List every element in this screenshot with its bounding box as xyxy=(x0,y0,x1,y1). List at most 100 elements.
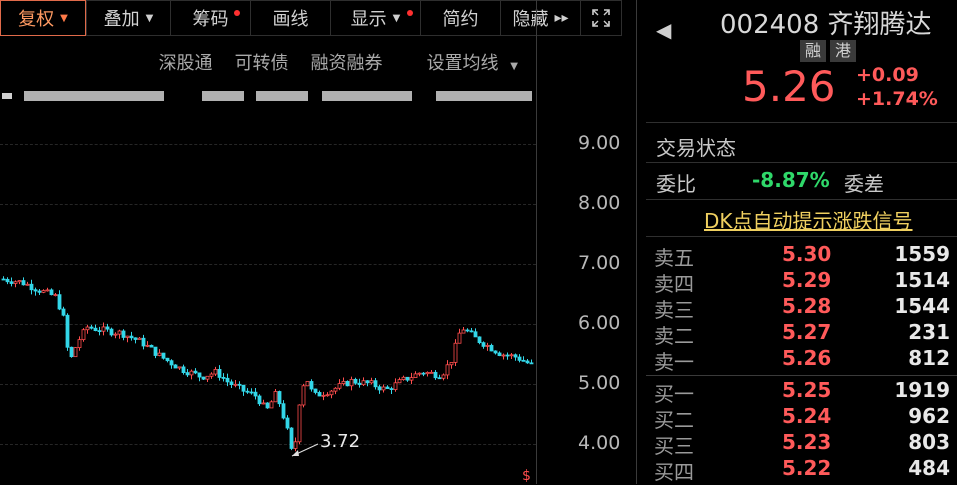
bid-level: 买一 xyxy=(654,382,694,406)
candle-body xyxy=(261,402,266,405)
candle-body xyxy=(157,352,162,356)
candle-body xyxy=(225,377,230,383)
bid-volume: 803 xyxy=(908,430,950,454)
candle-body xyxy=(437,377,442,380)
price-change-pct: +1.74% xyxy=(856,88,938,110)
ask-volume: 1559 xyxy=(894,242,950,266)
gridline xyxy=(0,444,536,445)
candle-body xyxy=(25,283,30,286)
ask-volume: 812 xyxy=(908,346,950,370)
bid-row: 买二 5.24 962 xyxy=(654,404,950,432)
candle-body xyxy=(201,376,206,380)
panel-divider xyxy=(636,0,637,484)
candle-body xyxy=(21,280,26,286)
huaxian-button[interactable]: 画线 xyxy=(250,0,330,36)
expand-icon xyxy=(592,9,610,27)
ask-row: 卖三 5.28 1544 xyxy=(654,294,950,322)
candle-body xyxy=(65,314,70,348)
last-price: 5.26 xyxy=(742,62,836,111)
candle-body xyxy=(445,364,450,376)
xianshi-button[interactable]: 显示 ▼ xyxy=(330,0,420,36)
candle-body xyxy=(125,335,130,338)
candle-body xyxy=(113,333,118,336)
candle-body xyxy=(281,403,286,419)
candle-body xyxy=(325,394,330,397)
candle-body xyxy=(189,370,194,376)
candle-body xyxy=(93,327,98,332)
yincang-button[interactable]: 隐藏 ▸▸ xyxy=(500,0,580,36)
chevron-down-icon: ▼ xyxy=(145,12,154,24)
ask-price: 5.27 xyxy=(782,320,832,344)
candle-body xyxy=(425,372,430,375)
ask-price: 5.29 xyxy=(782,268,832,292)
candle-body xyxy=(209,373,214,377)
candle-body xyxy=(421,372,426,375)
shengutong-link[interactable]: 深股通 xyxy=(158,53,213,74)
candle-body xyxy=(481,342,486,347)
candle-body xyxy=(29,283,34,291)
price-change: +0.09 xyxy=(856,64,919,86)
candle-body xyxy=(313,388,318,393)
candle-body xyxy=(409,377,414,381)
chouma-label: 筹码 xyxy=(192,9,229,30)
candle-body xyxy=(141,337,146,347)
candle-body xyxy=(101,326,106,332)
candle-body xyxy=(53,294,58,297)
ask-volume: 231 xyxy=(908,320,950,344)
candle-body xyxy=(221,377,226,379)
signal-marker-icon: $ xyxy=(522,468,531,484)
candle-body xyxy=(429,371,434,374)
candle-body xyxy=(177,366,182,369)
candle-body xyxy=(369,380,374,384)
fuquan-button[interactable]: 复权 ▼ xyxy=(0,0,86,36)
candle-body xyxy=(129,335,134,339)
diejia-label: 叠加 xyxy=(103,9,140,30)
junxian-label: 设置均线 xyxy=(426,53,499,74)
candle-body xyxy=(305,381,310,387)
candle-body xyxy=(417,372,422,375)
candle-body xyxy=(373,380,378,388)
candle-body xyxy=(361,380,366,386)
candle-body xyxy=(57,294,62,310)
candle-body xyxy=(321,394,326,397)
low-price-label: 3.72 xyxy=(320,431,360,452)
candle-body xyxy=(253,391,258,397)
candle-body xyxy=(525,360,530,364)
kezhuanzhai-link[interactable]: 可转债 xyxy=(234,53,289,74)
candle-body xyxy=(145,344,150,347)
candle-body xyxy=(477,336,482,344)
candle-body xyxy=(337,383,342,389)
candle-body xyxy=(117,330,122,335)
y-tick: 4.00 xyxy=(578,432,621,454)
candle-body xyxy=(185,372,190,376)
chouma-button[interactable]: 筹码 xyxy=(170,0,250,36)
weicha-label: 委差 xyxy=(844,172,884,196)
chart-toolbar: 复权 ▼ 叠加 ▼ 筹码 画线 显示 ▼ 简约 隐藏 ▸▸ xyxy=(0,0,636,38)
candle-body xyxy=(217,368,222,378)
candle-body xyxy=(485,344,490,347)
candle-body xyxy=(213,368,218,375)
diejia-button[interactable]: 叠加 ▼ xyxy=(86,0,170,36)
candle-body xyxy=(233,383,238,386)
jianyue-button[interactable]: 简约 xyxy=(420,0,500,36)
bid-row: 买一 5.25 1919 xyxy=(654,378,950,406)
candlestick-chart[interactable]: 3.72 $ xyxy=(0,260,536,484)
candle-body xyxy=(89,326,94,329)
candle-body xyxy=(329,390,334,396)
candle-body xyxy=(521,359,526,362)
candle-body xyxy=(97,330,102,333)
candle-body xyxy=(489,344,494,352)
candle-body xyxy=(269,401,274,409)
dk-signal-link[interactable]: DK点自动提示涨跌信号 xyxy=(704,209,913,233)
bid-volume: 962 xyxy=(908,404,950,428)
rongzi-link[interactable]: 融资融券 xyxy=(310,53,383,74)
candle-body xyxy=(289,427,294,449)
collapse-left-icon[interactable]: ◀ xyxy=(656,18,672,42)
junxian-dropdown[interactable]: 设置均线 ▼ xyxy=(405,49,518,75)
double-right-arrow-icon: ▸▸ xyxy=(554,10,569,26)
candle-body xyxy=(517,356,522,361)
margin-tag: 融 xyxy=(800,40,826,62)
ask-level: 卖三 xyxy=(654,298,694,322)
fullscreen-button[interactable] xyxy=(580,0,622,36)
candle-body xyxy=(389,388,394,391)
